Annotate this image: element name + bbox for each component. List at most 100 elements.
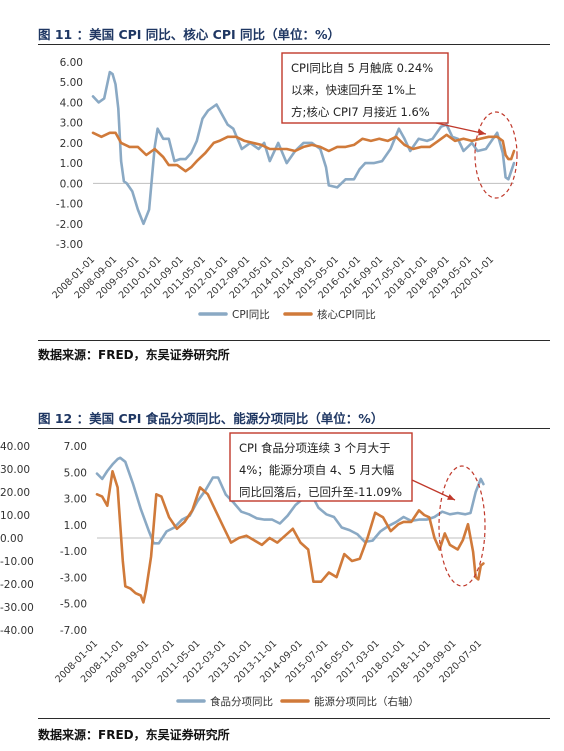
series-1-point [263, 518, 266, 521]
series-2-point [302, 146, 305, 148]
figure-11-source: 数据来源：FRED，东吴证券研究所 [38, 348, 230, 362]
series-2-point [230, 541, 232, 544]
series-2-point [344, 146, 347, 148]
series-1-point [116, 458, 119, 460]
series-1-point [464, 513, 467, 516]
series-1-point [114, 83, 117, 86]
series-2-point [397, 523, 400, 526]
y-left-tick-label: 3.00 [64, 494, 87, 506]
y-left-tick-label: 5.00 [64, 467, 87, 479]
series-2-point [237, 537, 240, 539]
figure-12-source: 数据来源：FRED，东吴证券研究所 [38, 728, 230, 742]
series-2-point [212, 142, 215, 144]
series-1-point [327, 184, 330, 187]
series-2-point [311, 144, 313, 146]
series-2-point [218, 140, 221, 142]
series-1-point [212, 476, 214, 479]
series-line-1 [95, 456, 485, 545]
series-2-point [191, 509, 194, 512]
series-1-point [201, 117, 204, 120]
series-2-point [412, 148, 414, 150]
series-2-point [139, 594, 142, 597]
series-1-point [356, 533, 359, 535]
series-1-point [173, 160, 176, 162]
series-1-point [123, 180, 125, 183]
series-1-point [153, 146, 156, 148]
series-1-point [147, 529, 150, 531]
series-1-point [311, 142, 313, 144]
series-1-point [181, 518, 183, 521]
series-2-point [370, 140, 372, 142]
series-1-point [344, 178, 347, 181]
series-line-2 [91, 131, 516, 173]
series-1-point [111, 463, 114, 466]
series-2-point [268, 537, 271, 539]
series-2-point [335, 576, 338, 578]
series-2-point [101, 495, 104, 498]
series-2-point [479, 137, 482, 140]
series-2-point [477, 578, 480, 581]
series-2-point [245, 534, 248, 537]
series-2-point [445, 133, 448, 136]
series-2-point [403, 144, 406, 146]
legend-label-2: 能源分项同比（右轴） [314, 695, 419, 708]
series-2-point [285, 148, 288, 150]
figure-11-bottom-rule [38, 340, 550, 341]
series-2-point [277, 148, 280, 150]
annotation-text-line: CPI 食品分项连续 3 个月大于 [239, 441, 391, 455]
series-2-point [471, 140, 473, 142]
figure-12-top-rule [38, 428, 550, 429]
series-1-point [372, 162, 375, 164]
series-1-point [398, 127, 400, 130]
series-1-point [132, 483, 135, 485]
series-1-point [215, 103, 218, 106]
series-1-point [433, 516, 436, 518]
figure-11-chart: 6.00 5.00 4.00 3.00 2.00 1.00 0.00 -1.00 -2.00 -3… [50, 52, 518, 321]
series-2-point [456, 548, 459, 551]
series-1-point [255, 517, 258, 520]
series-1-point [232, 127, 235, 130]
series-2-point [168, 516, 171, 519]
series-1-point [456, 512, 459, 514]
y-left-tick-label: -1.00 [56, 199, 83, 211]
series-2-point [137, 146, 139, 148]
legend-label-1: CPI同比 [232, 308, 270, 321]
series-1-point [340, 526, 343, 529]
series-2-point [184, 170, 187, 173]
y-left-tick-label: -3.00 [56, 239, 83, 251]
series-2-point [328, 571, 330, 574]
series-1-point [394, 521, 397, 524]
legend-label-1: 食品分项同比 [210, 695, 273, 708]
series-2-point [176, 164, 179, 166]
series-2-point [336, 146, 339, 148]
series-1-point [379, 530, 382, 533]
series-2-point [214, 509, 217, 512]
series-2-point [276, 541, 279, 544]
series-1-point [279, 522, 281, 525]
series-1-point [224, 493, 227, 496]
series-2-point [358, 557, 361, 560]
series-2-point [142, 601, 145, 604]
series-2-point [235, 135, 238, 138]
series-2-point [438, 548, 441, 551]
legend-label-2: 核心CPI同比 [317, 308, 376, 321]
series-2-point [487, 135, 490, 138]
series-1-point [148, 208, 151, 211]
series-2-point [353, 144, 355, 146]
series-1-point [425, 518, 428, 521]
annotation-arrowhead [478, 129, 486, 136]
series-1-point [333, 516, 335, 518]
series-2-point [343, 553, 346, 555]
series-2-point [268, 148, 271, 150]
series-2-point [462, 137, 465, 140]
series-1-point [417, 137, 420, 140]
series-1-point [482, 483, 485, 485]
series-1-point [248, 513, 250, 516]
series-2-point [402, 521, 405, 523]
series-1-point [325, 513, 328, 516]
series-1-point [389, 148, 392, 150]
y-left-tick-label: -1.00 [60, 546, 87, 558]
series-2-point [260, 144, 263, 146]
series-2-point [366, 537, 369, 539]
annotation-box [281, 52, 449, 124]
